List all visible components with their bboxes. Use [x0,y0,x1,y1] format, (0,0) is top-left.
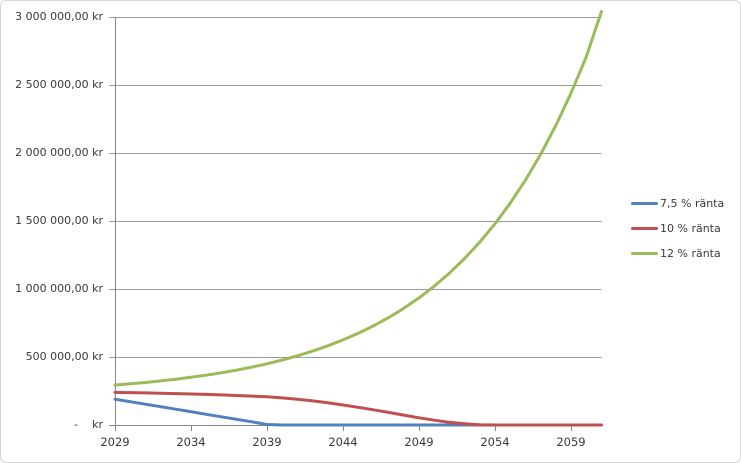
legend-label: 7,5 % ränta [660,197,725,210]
y-axis-tick-label: 2 000 000,00 kr [15,146,103,159]
legend-item-12-ranta[interactable]: 12 % ränta [631,241,724,266]
y-axis-tick-label: 2 500 000,00 kr [15,78,103,91]
y-axis-tick-label: 500 000,00 kr [25,350,103,363]
legend-line-swatch-red [631,226,658,231]
legend-label: 12 % ränta [660,247,721,260]
x-axis-tick-label: 2039 [252,435,282,449]
y-axis-tick-label: 1 500 000,00 kr [15,214,103,227]
x-axis-tick-label: 2029 [100,435,130,449]
x-axis-tick-label: 2054 [480,435,510,449]
legend-item-10-ranta[interactable]: 10 % ränta [631,216,724,241]
y-axis-tick-label: - kr [74,418,103,431]
series-line-7-5-r-nta[interactable] [113,397,603,427]
legend: 7,5 % ränta 10 % ränta 12 % ränta [631,191,724,266]
legend-line-swatch-blue [631,201,658,206]
series-line-12-r-nta[interactable] [113,10,603,387]
x-axis-tick-label: 2049 [404,435,434,449]
x-axis-tick-label: 2044 [328,435,358,449]
legend-item-7-5-ranta[interactable]: 7,5 % ränta [631,191,724,216]
legend-label: 10 % ränta [660,222,721,235]
series-line-10-r-nta[interactable] [113,390,603,427]
y-axis-tick-label: 3 000 000,00 kr [15,10,103,23]
legend-line-swatch-green [631,251,658,256]
x-axis-tick-label: 2034 [176,435,206,449]
y-axis-tick-label: 1 000 000,00 kr [15,282,103,295]
x-axis-tick-label: 2059 [556,435,586,449]
